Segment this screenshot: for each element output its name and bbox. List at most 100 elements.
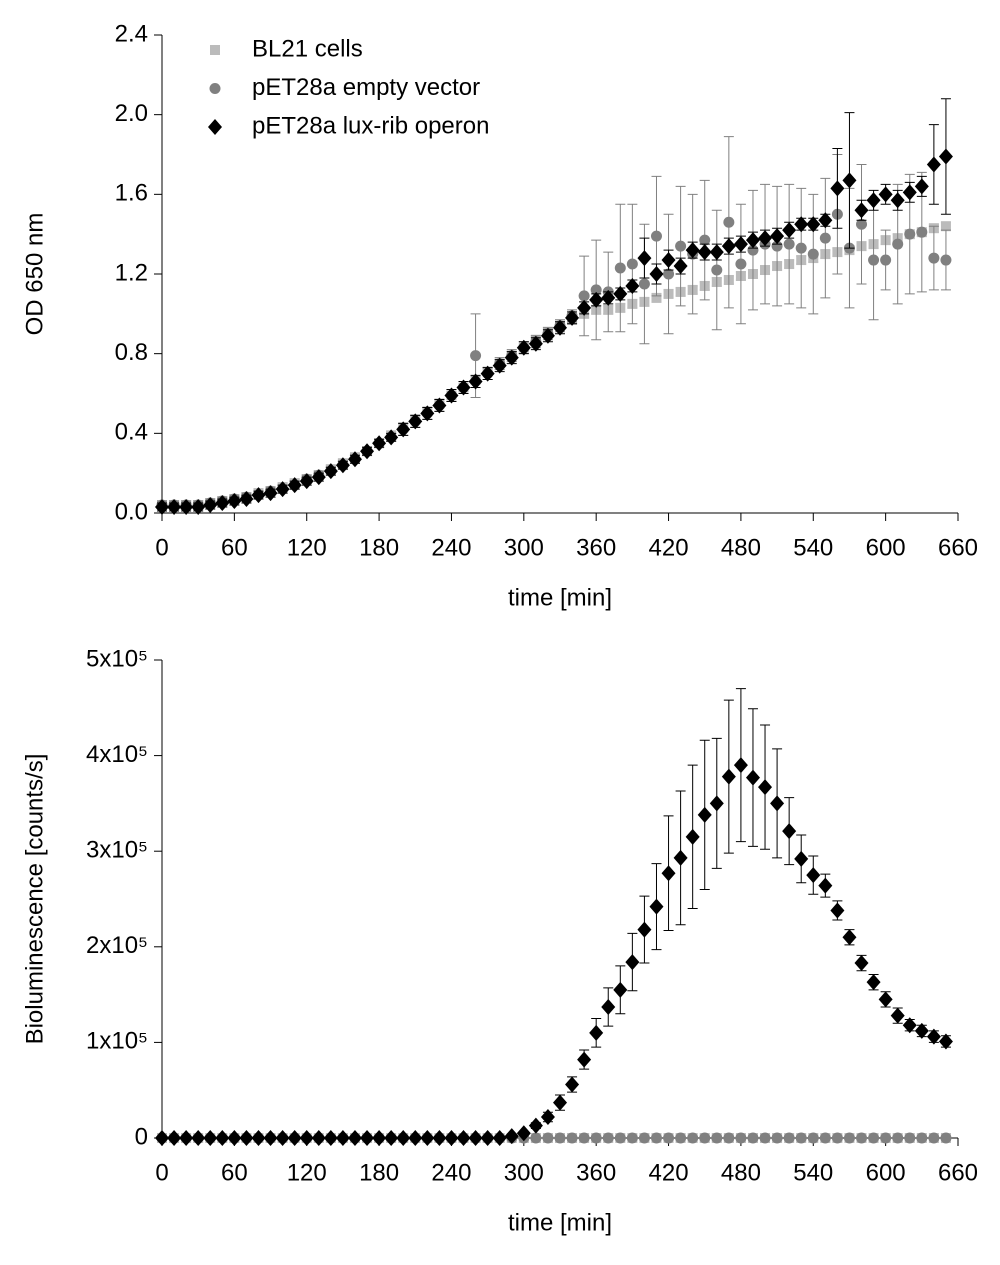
marker xyxy=(540,1108,555,1125)
marker xyxy=(831,1132,843,1144)
marker xyxy=(783,1132,795,1144)
marker xyxy=(663,268,675,280)
marker xyxy=(251,1130,266,1146)
marker xyxy=(625,954,640,971)
marker xyxy=(880,254,892,266)
marker xyxy=(940,254,952,266)
marker xyxy=(275,1130,290,1146)
marker xyxy=(179,1130,194,1146)
x-tick-label: 60 xyxy=(221,534,248,561)
x-tick-label: 660 xyxy=(938,534,978,561)
y-tick-label: 4x10⁵ xyxy=(86,741,148,768)
marker xyxy=(577,299,592,316)
marker xyxy=(554,1132,566,1144)
marker xyxy=(759,1132,771,1144)
marker xyxy=(287,1130,302,1146)
x-tick-label: 420 xyxy=(649,534,689,561)
marker xyxy=(771,1132,783,1144)
marker xyxy=(263,1130,278,1146)
marker xyxy=(492,357,507,374)
marker xyxy=(613,981,628,998)
x-tick-label: 540 xyxy=(793,1159,833,1186)
marker xyxy=(215,1130,230,1146)
marker xyxy=(590,284,602,296)
marker xyxy=(807,1132,819,1144)
marker xyxy=(384,1130,399,1146)
marker xyxy=(843,1132,855,1144)
marker xyxy=(155,499,169,516)
marker xyxy=(649,898,664,915)
marker xyxy=(709,795,724,812)
marker xyxy=(516,1125,531,1142)
marker xyxy=(408,1130,423,1146)
y-tick-label: 1x10⁵ xyxy=(86,1028,148,1055)
y-tick-label: 2.0 xyxy=(115,100,148,127)
marker xyxy=(323,1130,338,1146)
y-tick-label: 2x10⁵ xyxy=(86,932,148,959)
marker xyxy=(902,184,917,201)
marker xyxy=(432,1130,447,1146)
x-tick-label: 540 xyxy=(793,534,833,561)
marker xyxy=(926,156,941,173)
marker xyxy=(673,258,688,275)
marker xyxy=(868,1132,880,1144)
x-tick-label: 60 xyxy=(221,1159,248,1186)
marker xyxy=(758,230,773,247)
marker xyxy=(347,1130,362,1146)
marker xyxy=(311,1130,326,1146)
marker xyxy=(699,234,711,246)
marker xyxy=(396,421,411,438)
marker xyxy=(868,254,880,266)
marker xyxy=(251,487,266,504)
marker xyxy=(723,216,735,228)
marker xyxy=(372,435,387,452)
x-tick-label: 240 xyxy=(431,534,471,561)
marker xyxy=(818,212,833,229)
marker xyxy=(782,823,797,840)
y-tick-label: 5x10⁵ xyxy=(86,645,148,672)
marker xyxy=(938,148,953,165)
y-tick-label: 2.4 xyxy=(115,20,148,47)
marker xyxy=(685,828,700,845)
marker xyxy=(335,457,350,474)
x-tick-label: 180 xyxy=(359,1159,399,1186)
marker xyxy=(926,1028,941,1045)
marker xyxy=(287,477,302,494)
marker xyxy=(565,1076,580,1093)
y-axis-label: OD 650 nm xyxy=(21,213,48,336)
x-tick-label: 240 xyxy=(431,1159,471,1186)
marker xyxy=(578,1132,590,1144)
y-tick-label: 0 xyxy=(135,1123,148,1150)
marker xyxy=(589,1024,604,1041)
marker xyxy=(711,1132,723,1144)
x-tick-label: 420 xyxy=(649,1159,689,1186)
marker xyxy=(335,1130,350,1146)
marker xyxy=(590,1132,602,1144)
marker xyxy=(384,429,399,446)
marker xyxy=(566,1132,578,1144)
marker xyxy=(444,387,459,404)
legend-label: pET28a empty vector xyxy=(252,74,480,101)
marker xyxy=(191,499,206,516)
marker xyxy=(638,278,650,290)
marker xyxy=(565,309,580,326)
marker xyxy=(650,1132,662,1144)
marker xyxy=(360,443,375,460)
x-tick-label: 360 xyxy=(576,534,616,561)
marker xyxy=(649,266,664,282)
marker xyxy=(191,1130,206,1146)
marker xyxy=(878,991,893,1008)
marker xyxy=(578,290,590,302)
marker xyxy=(637,921,652,938)
x-tick-label: 300 xyxy=(504,1159,544,1186)
marker xyxy=(456,1130,471,1146)
marker xyxy=(904,228,916,240)
marker xyxy=(807,248,819,260)
marker xyxy=(601,999,616,1016)
marker xyxy=(239,491,254,508)
marker xyxy=(878,186,893,203)
marker xyxy=(227,1130,242,1146)
marker xyxy=(347,451,362,468)
marker xyxy=(904,1132,916,1144)
